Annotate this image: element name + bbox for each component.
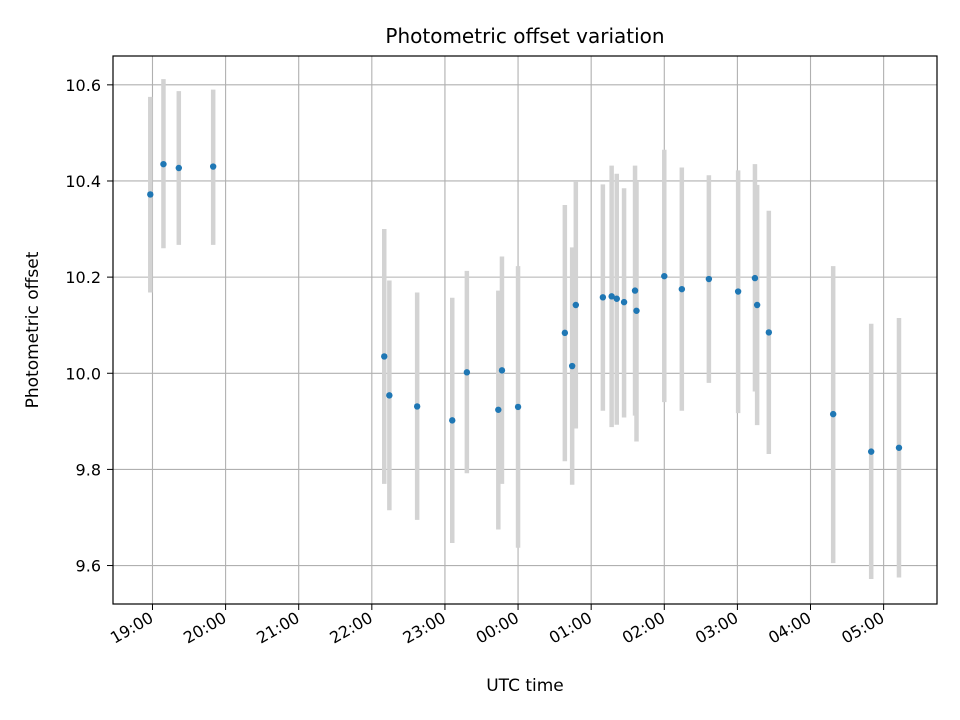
data-point	[175, 164, 183, 172]
data-point	[867, 448, 875, 455]
data-point	[633, 307, 640, 314]
data-points	[147, 160, 903, 455]
data-point	[895, 444, 903, 451]
data-point	[561, 329, 569, 337]
y-tick-label: 9.8	[76, 460, 101, 479]
y-axis-title: Photometric offset	[23, 251, 43, 408]
data-point	[568, 362, 576, 370]
data-point	[613, 295, 620, 302]
data-point	[705, 275, 713, 283]
y-tick-label: 10.0	[65, 364, 101, 383]
data-point	[209, 163, 217, 170]
data-point	[765, 329, 773, 336]
data-point	[160, 160, 167, 168]
grid	[113, 56, 937, 604]
data-point	[608, 293, 615, 300]
y-tick-label: 10.4	[65, 172, 101, 191]
data-point	[678, 285, 686, 293]
data-point	[514, 403, 522, 411]
data-point	[599, 294, 607, 301]
data-point	[463, 369, 471, 376]
data-point	[147, 191, 154, 198]
data-point	[753, 301, 761, 309]
data-point	[631, 287, 639, 294]
data-point	[386, 392, 393, 399]
y-tick-label: 10.6	[65, 76, 101, 95]
data-point	[495, 406, 502, 413]
data-point	[751, 274, 759, 282]
chart-title: Photometric offset variation	[385, 24, 664, 48]
data-point	[829, 410, 837, 418]
data-point	[620, 298, 628, 306]
data-point	[413, 403, 421, 410]
data-point	[449, 417, 456, 424]
y-tick-label: 10.2	[65, 268, 101, 287]
data-point	[661, 272, 668, 280]
x-axis-title: UTC time	[486, 676, 564, 696]
data-point	[381, 353, 388, 360]
y-axis: 9.6 9.8 10.0 10.2 10.4 10.6	[65, 76, 113, 576]
y-tick-label: 9.6	[76, 557, 101, 576]
data-point	[572, 301, 580, 309]
data-point	[734, 288, 742, 295]
data-point	[498, 367, 506, 374]
plot-frame	[112, 55, 938, 605]
